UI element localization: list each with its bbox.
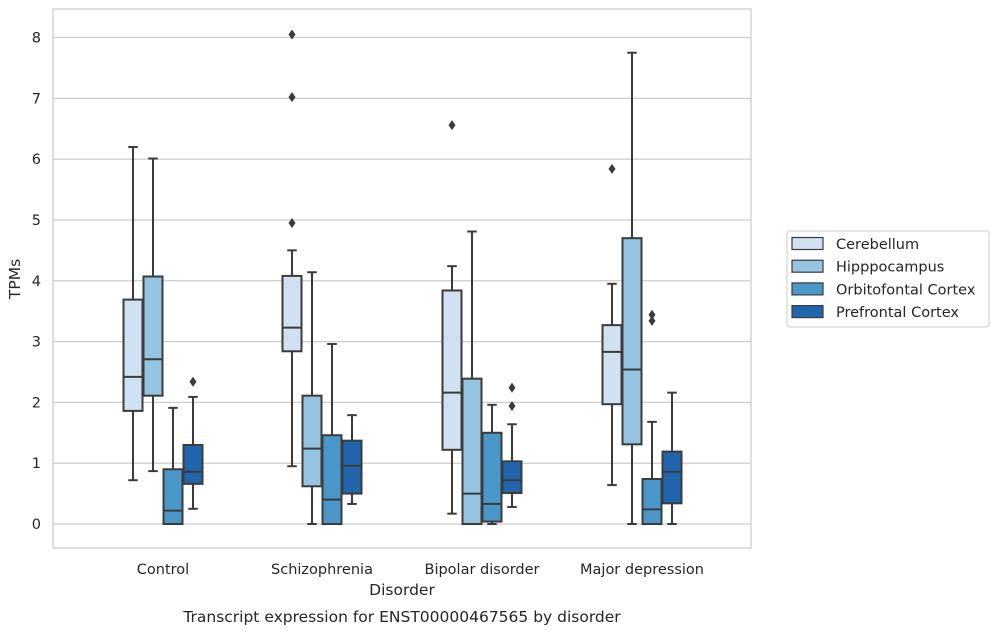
box xyxy=(162,406,184,525)
box-body xyxy=(661,450,683,505)
box-body xyxy=(641,477,663,525)
box xyxy=(621,51,643,525)
box xyxy=(461,230,483,525)
box-body xyxy=(142,275,164,397)
series-prefrontal-cortex xyxy=(182,376,683,525)
box-body xyxy=(162,468,184,525)
box-body xyxy=(441,289,463,451)
outlier-point xyxy=(288,29,296,40)
outlier-point xyxy=(288,217,296,228)
legend-swatch xyxy=(791,282,824,296)
outlier-point xyxy=(648,315,656,326)
box xyxy=(321,342,343,525)
x-axis-title: Disorder xyxy=(369,581,435,599)
legend-item: Prefrontal Cortex xyxy=(791,305,959,321)
legend-label: Cerebellum xyxy=(836,237,919,253)
box-body xyxy=(481,431,503,523)
box-body xyxy=(122,298,144,412)
x-tick-label: Control xyxy=(137,562,189,578)
y-axis-title: TPMs xyxy=(6,259,24,300)
x-tick-label: Bipolar disorder xyxy=(425,562,540,578)
legend-item: Cerebellum xyxy=(791,236,919,253)
x-tick-labels: Control Schizophrenia Bipolar disorder Majo… xyxy=(137,562,704,578)
series-orbitofontal-cortex xyxy=(162,309,663,525)
box-body xyxy=(182,443,204,485)
legend: Cerebellum Hipppocampus Orbitofontal Corte… xyxy=(786,230,990,328)
box-body xyxy=(621,237,643,446)
series-cerebellum xyxy=(122,29,623,515)
y-tick-labels: 0 1 2 3 4 5 6 7 8 xyxy=(32,31,41,534)
box xyxy=(142,157,164,473)
box-body xyxy=(281,274,303,353)
box xyxy=(481,403,503,525)
box-plot-series xyxy=(122,29,683,525)
x-tick-label: Major depression xyxy=(580,562,704,578)
box xyxy=(661,391,683,525)
outlier-point xyxy=(189,376,197,387)
legend-label: Prefrontal Cortex xyxy=(836,305,959,321)
outlier-point xyxy=(448,120,456,131)
outlier-point xyxy=(288,92,296,103)
box-body xyxy=(341,439,363,495)
y-tick-label: 5 xyxy=(32,213,41,229)
y-tick-label: 7 xyxy=(32,91,41,107)
box xyxy=(281,29,303,468)
legend-items: Cerebellum Hipppocampus Orbitofontal Corte… xyxy=(791,236,976,321)
legend-swatch xyxy=(791,305,824,319)
box-body xyxy=(301,394,323,488)
y-tick-label: 8 xyxy=(32,31,41,47)
box xyxy=(341,414,363,505)
plot-area-frame xyxy=(52,8,752,549)
legend-frame xyxy=(786,230,990,328)
box-body xyxy=(321,434,343,525)
box xyxy=(441,120,463,515)
outlier-point xyxy=(508,401,516,412)
legend-label: Orbitofontal Cortex xyxy=(836,282,976,298)
box xyxy=(501,382,523,508)
legend-label: Hipppocampus xyxy=(836,260,944,276)
box-body xyxy=(601,324,623,406)
box xyxy=(301,271,323,525)
y-tick-label: 2 xyxy=(32,395,41,411)
box xyxy=(601,163,623,487)
y-tick-label: 1 xyxy=(32,456,41,472)
box-body xyxy=(461,377,483,525)
legend-item: Orbitofontal Cortex xyxy=(791,282,976,298)
series-hipppocampus xyxy=(142,51,643,525)
outlier-point xyxy=(508,382,516,393)
x-tick-label: Schizophrenia xyxy=(271,562,373,578)
box xyxy=(122,145,144,482)
chart-caption: Transcript expression for ENST0000046756… xyxy=(182,608,621,626)
y-tick-label: 6 xyxy=(32,152,41,168)
y-tick-label: 3 xyxy=(32,335,41,351)
box-body xyxy=(501,460,523,494)
outlier-point xyxy=(608,163,616,174)
box xyxy=(182,376,204,510)
y-tick-label: 0 xyxy=(32,517,41,533)
legend-item: Hipppocampus xyxy=(791,259,944,276)
outlier-point xyxy=(648,309,656,320)
legend-swatch xyxy=(791,236,824,251)
box xyxy=(641,309,663,525)
grid-lines xyxy=(53,36,751,525)
legend-swatch xyxy=(791,259,824,273)
y-tick-label: 4 xyxy=(32,274,41,290)
